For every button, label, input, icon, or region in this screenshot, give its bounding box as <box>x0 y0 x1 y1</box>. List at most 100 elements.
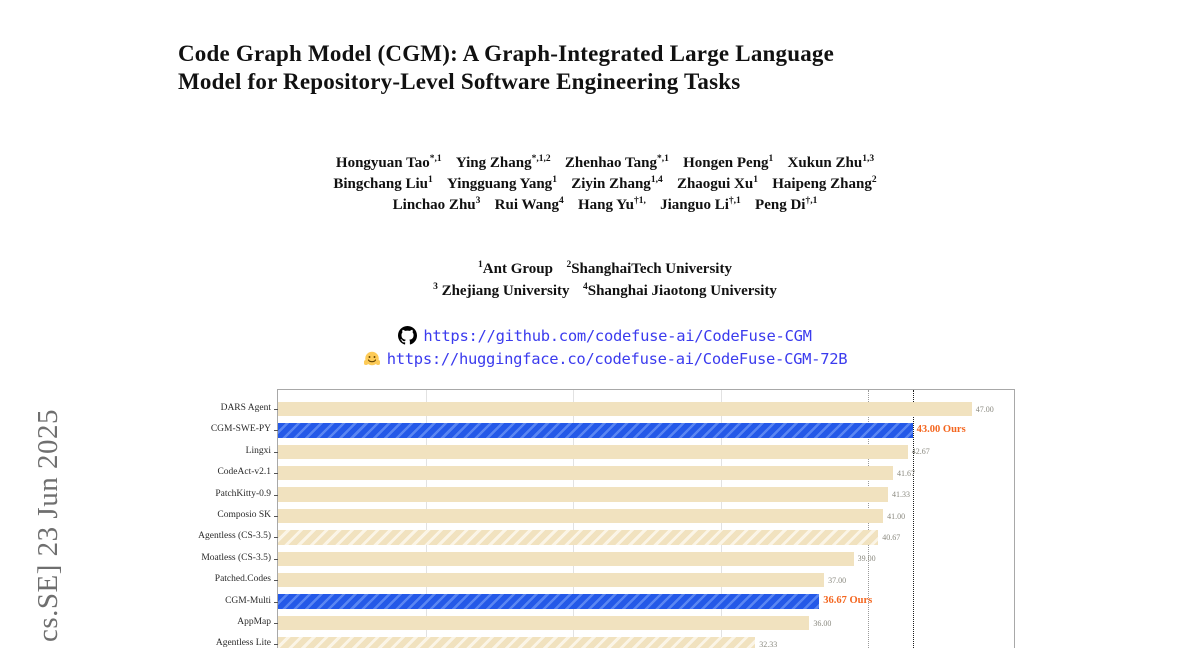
author-name: Bingchang Liu1 <box>333 175 433 192</box>
chart-bar <box>278 594 820 609</box>
chart-bar <box>278 444 908 460</box>
chart-value-label: 40.67 <box>882 532 901 542</box>
huggingface-link-row: https://huggingface.co/codefuse-ai/CodeF… <box>110 347 1100 370</box>
author-name: Ying Zhang*,1,2 <box>455 154 551 171</box>
chart-value-label: 36.67 Ours <box>823 595 873 607</box>
author-name: Linchao Zhu3 <box>392 196 481 213</box>
author-superscript: 1 <box>768 154 774 164</box>
author-superscript: †,1 <box>805 196 818 206</box>
chart-category-label: DARS Agent <box>220 403 271 413</box>
chart-value-label: 41.00 <box>887 511 906 521</box>
chart-value-label: 36.00 <box>813 618 832 628</box>
author-name: Peng Di†,1 <box>755 196 818 213</box>
chart-value-label: 41.33 <box>892 490 911 500</box>
author-name: Xukun Zhu1,3 <box>787 154 875 171</box>
chart-axis-tick <box>273 537 278 539</box>
github-link[interactable]: https://github.com/codefuse-ai/CodeFuse-… <box>423 326 812 345</box>
chart-axis-tick <box>273 451 278 453</box>
author-line: Bingchang Liu1 Yingguang Yang1 Ziyin Zhang… <box>110 174 1100 195</box>
author-name: Haipeng Zhang2 <box>772 175 877 192</box>
chart-category-label: Moatless (CS-3.5) <box>201 552 271 563</box>
github-icon <box>398 326 418 345</box>
affiliation: 1Ant Group <box>478 260 553 277</box>
author-name: Ziyin Zhang1,4 <box>571 175 663 192</box>
chart-axis-tick <box>273 430 278 432</box>
chart-axis-tick <box>273 473 278 475</box>
chart-value-label: 47.00 <box>975 404 994 414</box>
author-line: Hongyuan Tao*,1 Ying Zhang*,1,2 Zhenhao Ta… <box>110 153 1100 174</box>
affiliation-line: 1Ant Group 2ShanghaiTech University <box>110 259 1100 281</box>
affiliation: 3 Zhejiang University <box>433 281 570 299</box>
title-line-1: Code Graph Model (CGM): A Graph-Integrat… <box>178 41 835 66</box>
chart-category-label: Patched.Codes <box>214 574 271 585</box>
affiliation-block: 1Ant Group 2ShanghaiTech University 3 Zhej… <box>110 259 1100 302</box>
chart-bar <box>278 615 810 631</box>
huggingface-link[interactable]: https://huggingface.co/codefuse-ai/CodeF… <box>386 349 848 368</box>
author-superscript: †1, <box>634 196 646 206</box>
chart-bar <box>278 401 972 417</box>
affiliation: 4Shanghai Jiaotong University <box>582 281 777 299</box>
chart-bar <box>278 465 894 481</box>
chart-category-label: CodeAct-v2.1 <box>217 467 271 478</box>
title-line-2: Model for Repository-Level Software Engi… <box>178 68 741 94</box>
chart-value-label: 32.33 <box>759 639 778 648</box>
author-name: Yingguang Yang1 <box>447 175 557 192</box>
author-superscript: *,1,2 <box>531 154 551 164</box>
chart-bar <box>278 423 913 438</box>
author-superscript: 1 <box>552 175 557 185</box>
author-superscript: *,1 <box>429 154 442 164</box>
affiliation-superscript: 1 <box>478 260 483 270</box>
author-name: Zhaogui Xu1 <box>676 175 758 192</box>
affiliation-superscript: 4 <box>582 281 588 292</box>
author-superscript: 4 <box>558 196 564 206</box>
chart-value-label: 37.00 <box>828 575 847 585</box>
author-name: Hongyuan Tao*,1 <box>335 154 442 171</box>
chart-value-label: 43.00 Ours <box>916 423 966 435</box>
chart-axis-tick <box>273 623 278 624</box>
author-superscript: 1 <box>753 175 758 185</box>
affiliation-superscript: 3 <box>433 281 438 292</box>
author-superscript: 3 <box>475 196 481 206</box>
chart-category-label: CGM-Multi <box>225 595 271 606</box>
author-superscript: 1,3 <box>862 154 875 164</box>
huggingface-icon <box>363 350 381 368</box>
author-name: Rui Wang4 <box>494 196 564 213</box>
author-superscript: 1,4 <box>650 175 663 185</box>
chart-category-label: AppMap <box>237 617 271 627</box>
chart-value-label: 41.67 <box>897 468 916 478</box>
chart-bar <box>278 508 884 524</box>
chart-category-label: PatchKitty-0.9 <box>215 488 271 499</box>
chart-axis-tick <box>273 409 278 410</box>
chart-category-label: Agentless (CS-3.5) <box>198 531 271 542</box>
affiliation-superscript: 2 <box>566 260 572 270</box>
links-block: https://github.com/codefuse-ai/CodeFuse-… <box>110 324 1100 370</box>
author-name: Jianguo Li†,1 <box>660 196 741 213</box>
author-name: Hongen Peng1 <box>683 154 774 171</box>
chart-axis-tick <box>273 516 278 517</box>
author-name: Zhenhao Tang*,1 <box>564 154 669 171</box>
arxiv-stamp: cs.SE] 23 Jun 2025 <box>32 409 64 642</box>
chart-axis-tick <box>273 580 278 582</box>
chart-axis-tick <box>273 494 278 496</box>
github-link-row: https://github.com/codefuse-ai/CodeFuse-… <box>110 324 1100 347</box>
chart-axis-tick <box>273 601 278 603</box>
author-superscript: 2 <box>871 175 877 185</box>
author-name: Hang Yu†1, <box>577 196 646 213</box>
chart-axis-tick <box>273 644 278 646</box>
chart-bar <box>278 551 854 567</box>
chart-axis-tick <box>273 558 278 560</box>
benchmark-bar-chart: DARS Agent 47.00 CGM-SWE-PY 43.00 Ours Lingx… <box>198 389 1015 648</box>
author-superscript: *,1 <box>656 154 669 164</box>
chart-category-label: Lingxi <box>245 445 271 456</box>
chart-bar <box>278 487 889 502</box>
chart-value-label: 42.67 <box>911 447 930 457</box>
affiliation-line: 3 Zhejiang University 4Shanghai Jiaotong … <box>110 281 1100 303</box>
paper-title: Code Graph Model (CGM): A Graph-Integrat… <box>178 40 1058 95</box>
chart-bar <box>278 530 879 545</box>
chart-category-label: CGM-SWE-PY <box>210 424 271 435</box>
chart-reference-line <box>912 390 914 648</box>
author-line: Linchao Zhu3 Rui Wang4 Hang Yu†1, Jianguo L… <box>110 195 1100 216</box>
affiliation: 2ShanghaiTech University <box>566 260 732 277</box>
chart-value-label: 39.00 <box>857 554 876 564</box>
